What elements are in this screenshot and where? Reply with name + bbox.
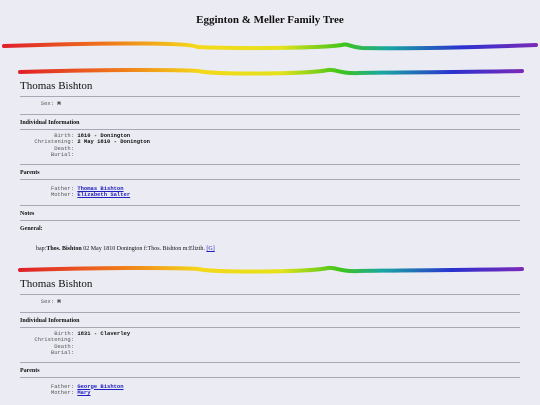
burial-label: Burial: <box>50 151 74 158</box>
divider <box>20 128 520 130</box>
general-title: General: <box>20 225 43 232</box>
person-record: Thomas Bishton Sex: M Individual Informa… <box>20 277 520 397</box>
mother-row: Mother: Mary <box>20 389 520 397</box>
divider <box>20 163 520 165</box>
father-label: Father: <box>50 184 74 192</box>
mother-link[interactable]: Elizabeth Salter <box>77 191 131 198</box>
mother-row: Mother: Elizabeth Salter <box>20 191 520 199</box>
individual-info-title: Individual Information <box>20 119 80 126</box>
notes-title: Notes <box>20 210 35 217</box>
page-title: Egginton & Meller Family Tree <box>196 14 344 26</box>
divider <box>20 113 520 115</box>
mother-label: Mother: <box>50 389 74 396</box>
divider <box>20 219 520 221</box>
rainbow-divider <box>18 67 524 76</box>
father-link[interactable]: George Bishton <box>77 382 124 390</box>
sex-value: M <box>57 100 61 107</box>
person-name: Thomas Bishton <box>20 80 93 92</box>
christening-label: Christening: <box>34 336 74 343</box>
divider <box>20 178 520 180</box>
christening-label: Christening: <box>34 138 74 145</box>
christening-row: Christening: 2 May 1810 - Donington <box>20 138 520 146</box>
divider <box>20 96 520 97</box>
sex-row: Sex: M <box>20 298 520 306</box>
christening-value: 2 May 1810 - Donington <box>77 138 150 145</box>
death-label: Death: <box>54 144 74 152</box>
birth-value: 1810 - Donington <box>77 131 131 139</box>
sex-row: Sex: M <box>20 100 520 108</box>
note-text: bap:Thos. Bishton 02 May 1810 Donington … <box>20 245 520 253</box>
birth-row: Birth: 1831 - Claverley <box>20 329 520 338</box>
christening-row: Christening: <box>20 336 520 344</box>
death-label: Death: <box>54 342 74 350</box>
divider <box>20 294 520 295</box>
individual-info-title: Individual Information <box>20 317 80 324</box>
death-row: Death: <box>20 342 520 351</box>
person-record: Thomas Bishton Sex: M Individual Informa… <box>20 79 520 253</box>
birth-value: 1831 - Claverley <box>77 329 131 337</box>
parents-title: Parents <box>20 367 40 374</box>
mother-label: Mother: <box>50 191 74 198</box>
sex-label: Sex: <box>40 298 54 305</box>
divider <box>20 311 520 313</box>
source-ref-link[interactable]: [G] <box>206 245 215 252</box>
father-row: Father: George Bishton <box>20 382 520 391</box>
birth-row: Birth: 1810 - Donington <box>20 131 520 140</box>
birth-label: Birth: <box>54 131 74 139</box>
note-name: Thos. Bishton <box>46 245 82 252</box>
divider <box>20 361 520 363</box>
mother-link[interactable]: Mary <box>77 389 91 396</box>
sex-label: Sex: <box>40 100 54 107</box>
burial-row: Burial: <box>20 151 520 159</box>
burial-row: Burial: <box>20 349 520 357</box>
sex-value: M <box>57 298 61 305</box>
rainbow-divider <box>18 265 524 274</box>
divider <box>20 376 520 378</box>
divider <box>20 326 520 328</box>
note-body: 02 May 1810 Donington f:Thos. Bishton m:… <box>81 245 207 252</box>
father-label: Father: <box>50 382 74 390</box>
parents-title: Parents <box>20 169 40 176</box>
rainbow-divider <box>2 41 538 51</box>
note-prefix: bap: <box>36 245 47 252</box>
father-link[interactable]: Thomas Bishton <box>77 184 124 192</box>
birth-label: Birth: <box>54 329 74 337</box>
divider <box>20 204 520 206</box>
death-row: Death: <box>20 144 520 153</box>
father-row: Father: Thomas Bishton <box>20 184 520 193</box>
person-name: Thomas Bishton <box>20 278 93 290</box>
burial-label: Burial: <box>50 349 74 356</box>
